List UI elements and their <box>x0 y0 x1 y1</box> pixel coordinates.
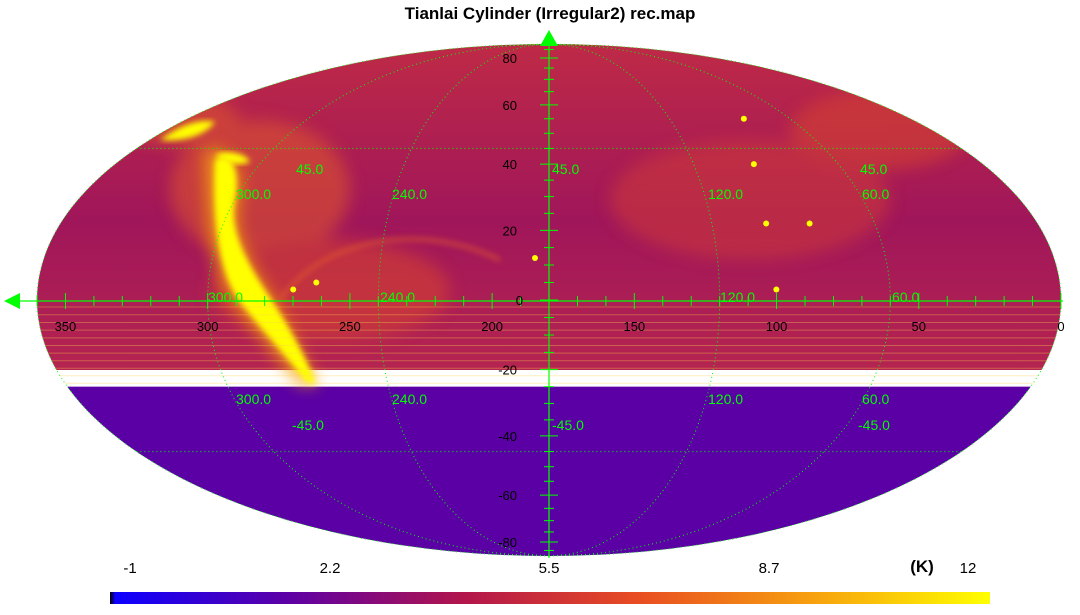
dec-label: 60 <box>503 98 517 113</box>
grid-label: 120.0 <box>720 289 755 305</box>
colorbar-tick-label: 5.5 <box>538 560 560 577</box>
scan-stripes <box>37 306 1061 384</box>
point-source <box>740 115 747 122</box>
ra-label: 150 <box>623 319 645 334</box>
grid-label: 240.0 <box>380 289 415 305</box>
ra-label: 350 <box>55 319 77 334</box>
dec-labels: 80 60 40 20 0 -20 -40 -60 -80 <box>498 51 523 550</box>
ra-label: 0 <box>1057 319 1064 334</box>
colorbar-tick-label: -1 <box>123 560 137 577</box>
grid-label: 300.0 <box>208 289 243 305</box>
dec-label: 40 <box>503 157 517 172</box>
grid-label: 60.0 <box>862 391 889 407</box>
dec-label: -20 <box>498 363 517 378</box>
grid-label: 300.0 <box>236 391 271 407</box>
grid-label: 240.0 <box>392 391 427 407</box>
colorbar-tick-label: 8.7 <box>758 560 780 577</box>
grid-label: 45.0 <box>296 161 323 177</box>
dec-label: -80 <box>498 535 517 550</box>
point-source <box>806 220 813 227</box>
radio-loop <box>278 237 501 302</box>
point-source <box>313 279 320 286</box>
arrow-up-icon <box>540 30 558 46</box>
point-source <box>750 161 757 168</box>
grid-label: 60.0 <box>892 289 919 305</box>
grid-label: 120.0 <box>708 391 743 407</box>
colorbar-tick-label: 12 <box>959 560 977 577</box>
dec-label: 0 <box>516 293 523 308</box>
grid-label: 120.0 <box>708 186 743 202</box>
point-source <box>773 286 780 293</box>
dec-label: 20 <box>503 223 517 238</box>
colorbar <box>110 592 990 604</box>
point-source <box>290 286 297 293</box>
galactic-plane <box>160 120 318 385</box>
grid-label: -45.0 <box>292 417 324 433</box>
point-sources <box>290 115 813 293</box>
grid-label: 300.0 <box>236 186 271 202</box>
grid-label: -45.0 <box>552 417 584 433</box>
arrow-left-icon <box>4 293 20 309</box>
ra-label: 50 <box>912 319 926 334</box>
axis-ticks <box>36 49 1062 551</box>
ra-label: 200 <box>481 319 503 334</box>
dec-label: -40 <box>498 429 517 444</box>
colorbar-unit: (K) <box>910 557 934 576</box>
grid-label: 60.0 <box>862 186 889 202</box>
grid-labels: 45.0 45.0 45.0 300.0 240.0 120.0 60.0 300.0 240.… <box>208 161 919 433</box>
sky-image <box>37 44 1061 556</box>
ra-label: 100 <box>766 319 788 334</box>
ra-label: 300 <box>197 319 219 334</box>
point-source <box>531 255 538 262</box>
grid-label: 240.0 <box>392 186 427 202</box>
grid-label: 45.0 <box>860 161 887 177</box>
dec-label: 80 <box>503 51 517 66</box>
grid-label: 45.0 <box>552 161 579 177</box>
meridian-line <box>548 43 891 557</box>
colorbar-tick-label: 2.2 <box>319 560 341 577</box>
dec-label: -60 <box>498 488 517 503</box>
ra-label: 250 <box>339 319 361 334</box>
map-title: Tianlai Cylinder (Irregular2) rec.map <box>404 4 696 23</box>
point-source <box>763 220 770 227</box>
grid-label: -45.0 <box>858 417 890 433</box>
ra-labels: 350 300 250 200 150 100 50 0 <box>55 319 1065 334</box>
meridian-line <box>207 43 550 557</box>
